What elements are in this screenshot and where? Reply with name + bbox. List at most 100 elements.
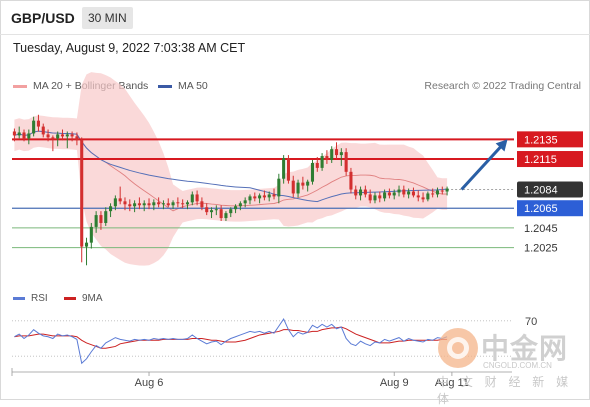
- candle-body: [402, 189, 406, 195]
- candle-body: [104, 211, 108, 223]
- candle-body: [209, 210, 214, 213]
- candle-body: [128, 204, 132, 207]
- candle-body: [190, 194, 194, 203]
- candle-body: [214, 209, 218, 211]
- candle-body: [137, 203, 141, 206]
- candle-body: [416, 195, 420, 198]
- candle-body: [80, 140, 84, 247]
- candle-body: [334, 149, 339, 156]
- watermark-url: CNGOLD.COM.CN: [483, 361, 552, 370]
- rsi-label: RSI: [31, 293, 48, 304]
- candle-body: [349, 171, 353, 190]
- candle-body: [32, 120, 36, 134]
- candle-body: [378, 195, 382, 199]
- candle-body: [339, 152, 343, 156]
- candle-body: [27, 133, 31, 139]
- candle-body: [36, 120, 40, 127]
- candle-body: [243, 200, 247, 204]
- candle-body: [75, 136, 79, 141]
- ma50-swatch: [158, 84, 172, 88]
- candle-body: [363, 189, 367, 195]
- level-tag-1.2084: [517, 181, 583, 198]
- level-label-1.2084: 1.2084: [524, 185, 558, 197]
- candle-body: [253, 196, 257, 199]
- rsi-swatch: [13, 297, 25, 300]
- candle-body: [238, 203, 242, 207]
- candle-body: [421, 197, 425, 200]
- forecast-arrowhead: [495, 139, 508, 152]
- level-tag-1.2065: [517, 200, 583, 217]
- candle-body: [431, 193, 435, 195]
- candle-body: [344, 152, 348, 172]
- candle-body: [185, 202, 190, 205]
- candle-body: [17, 132, 21, 136]
- rsi-level-label-70: 70: [525, 316, 537, 328]
- watermark-text: 中金网: [481, 332, 569, 365]
- candle-body: [224, 213, 228, 219]
- candle-body: [142, 203, 146, 206]
- candle-body: [60, 134, 65, 137]
- level-label-1.2045: 1.2045: [524, 223, 558, 235]
- candle-body: [171, 202, 175, 206]
- candle-body: [123, 201, 127, 205]
- candle-body: [373, 195, 377, 201]
- watermark-subtitle: 中 文 财 经 新 媒 体: [437, 375, 573, 406]
- candle-body: [392, 192, 396, 196]
- candle-body: [99, 215, 103, 223]
- candle-body: [368, 194, 372, 201]
- candle-body: [94, 215, 98, 227]
- candle-body: [147, 203, 151, 206]
- candle-body: [181, 203, 185, 205]
- level-label-1.2115: 1.2115: [524, 154, 557, 166]
- level-label-1.2135: 1.2135: [524, 134, 558, 146]
- candle-body: [383, 192, 387, 199]
- candle-body: [310, 162, 315, 182]
- candle-body: [65, 134, 69, 137]
- candle-body: [109, 206, 113, 212]
- candle-body: [272, 194, 276, 197]
- ma50-label: MA 50: [178, 80, 208, 92]
- candle-body: [56, 134, 60, 139]
- candle-body: [267, 194, 271, 198]
- candle-body: [320, 156, 324, 168]
- candle-body: [46, 134, 50, 138]
- candle-body: [291, 180, 295, 194]
- candle-body: [330, 149, 334, 161]
- candle-body: [118, 198, 122, 202]
- level-label-1.2065: 1.2065: [524, 203, 558, 215]
- candle-body: [70, 134, 74, 137]
- candle-body: [84, 242, 89, 247]
- candle-body: [440, 190, 444, 192]
- level-tag-1.2115: [517, 151, 583, 168]
- candle-body: [200, 201, 204, 208]
- candle-body: [234, 206, 238, 210]
- candle-body: [262, 195, 266, 198]
- x-tick-label-Aug 6: Aug 6: [135, 377, 164, 389]
- ma50-line: [14, 130, 448, 203]
- candle-body: [445, 188, 449, 192]
- candle-body: [387, 192, 391, 196]
- timestamp: Tuesday, August 9, 2022 7:03:38 AM CET: [13, 41, 246, 55]
- candle-body: [152, 202, 156, 206]
- x-tick-label-Aug 9: Aug 9: [380, 377, 409, 389]
- candle-body: [248, 196, 252, 201]
- rsi-ma-swatch: [64, 297, 76, 300]
- header-divider: [0, 34, 590, 35]
- candle-body: [176, 202, 180, 204]
- candle-body: [411, 191, 415, 196]
- candle-body: [229, 209, 233, 214]
- level-tag-1.2135: [517, 131, 583, 148]
- candle-body: [89, 226, 93, 243]
- forecast-arrow: [460, 141, 506, 191]
- candle-body: [258, 195, 262, 199]
- timeframe-button[interactable]: 30 MIN: [82, 7, 133, 29]
- research-credit: Research © 2022 Trading Central: [424, 80, 581, 92]
- candle-body: [407, 191, 411, 195]
- candle-body: [325, 156, 329, 161]
- candle-body: [113, 198, 117, 207]
- candle-body: [22, 132, 26, 139]
- rsi-ma-label: 9MA: [82, 293, 103, 304]
- candle-body: [277, 178, 281, 197]
- candle-body: [301, 182, 305, 186]
